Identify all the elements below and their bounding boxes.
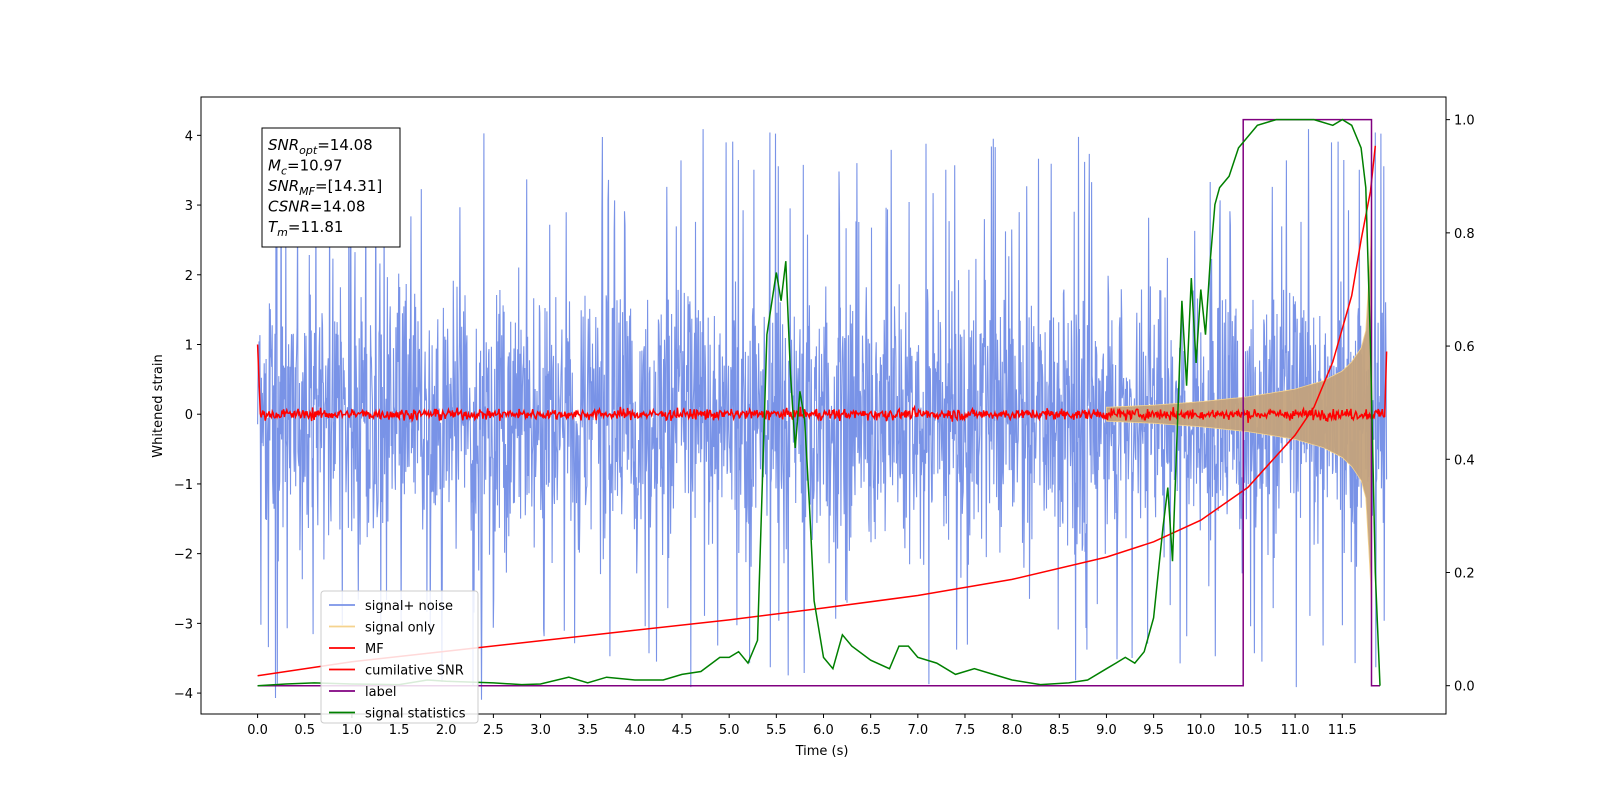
x-tick-label: 4.5 xyxy=(672,723,693,738)
legend: signal+ noise signal only MF cumilative SNR… xyxy=(320,590,479,724)
x-tick-label: 9.0 xyxy=(1096,723,1117,738)
series-signal-noise-line xyxy=(257,129,1388,700)
legend-label: signal statistics xyxy=(365,707,466,722)
x-tick-label: 0.5 xyxy=(294,723,315,738)
y-tick-label: −4 xyxy=(174,687,193,702)
y-right-tick-label: 0.2 xyxy=(1454,566,1475,581)
y-right-tick-label: 0.6 xyxy=(1454,340,1475,355)
y-tick-label: −2 xyxy=(174,548,193,563)
x-tick-label: 3.5 xyxy=(577,723,598,738)
x-tick-label: 5.5 xyxy=(766,723,787,738)
y-axis-left-ticks: −4 −3 −2 −1 0 1 2 3 4 xyxy=(174,129,201,702)
annotation-line: SNRMF=[14.31] xyxy=(268,177,382,198)
annotation-line: CSNR=14.08 xyxy=(268,198,365,216)
series-layer xyxy=(256,118,1388,700)
x-tick-label: 11.5 xyxy=(1328,723,1357,738)
x-tick-label: 0.0 xyxy=(247,723,268,738)
legend-frame xyxy=(320,590,479,724)
y-tick-label: 4 xyxy=(185,129,193,144)
y-tick-label: −3 xyxy=(174,617,193,632)
x-tick-label: 2.0 xyxy=(436,723,457,738)
y-axis-right-ticks: 0.0 0.2 0.4 0.6 0.8 1.0 xyxy=(1446,114,1475,695)
y-right-tick-label: 0.4 xyxy=(1454,453,1475,468)
legend-label: MF xyxy=(365,642,384,657)
x-tick-label: 7.5 xyxy=(955,723,976,738)
x-tick-label: 11.0 xyxy=(1281,723,1310,738)
legend-label: signal only xyxy=(365,621,435,636)
x-tick-label: 2.5 xyxy=(483,723,504,738)
stats-annotation-box: SNRopt=14.08Mc=10.97SNRMF=[14.31]CSNR=14… xyxy=(261,127,401,248)
x-tick-label: 8.5 xyxy=(1049,723,1070,738)
y-right-tick-label: 0.8 xyxy=(1454,227,1475,242)
legend-label: label xyxy=(365,685,396,700)
x-tick-label: 10.0 xyxy=(1186,723,1215,738)
y-tick-label: 0 xyxy=(185,408,193,423)
y-tick-label: −1 xyxy=(174,478,193,493)
x-axis-label: Time (s) xyxy=(795,744,849,759)
y-right-tick-label: 0.0 xyxy=(1454,680,1475,695)
series-signal-statistics-line xyxy=(257,118,1381,687)
annotation-line: SNRopt=14.08 xyxy=(268,136,373,157)
series-mf-line xyxy=(256,344,1388,423)
series-cumulative-snr-line xyxy=(257,145,1377,677)
annotation-frame xyxy=(261,127,401,248)
y-tick-label: 3 xyxy=(185,199,193,214)
y-axis-label: Whitened strain xyxy=(151,354,166,457)
x-axis-ticks: 0.0 0.5 1.0 1.5 2.0 2.5 3.0 3.5 4.0 4.5 5.0 5.5 6.0 6… xyxy=(247,714,1357,738)
x-tick-label: 8.0 xyxy=(1002,723,1023,738)
x-tick-label: 7.0 xyxy=(907,723,928,738)
legend-label: cumilative SNR xyxy=(365,664,464,679)
annotation-line: Mc=10.97 xyxy=(268,157,343,178)
x-tick-label: 5.0 xyxy=(719,723,740,738)
x-tick-label: 6.0 xyxy=(813,723,834,738)
x-tick-label: 4.0 xyxy=(625,723,646,738)
x-tick-label: 10.5 xyxy=(1233,723,1262,738)
x-tick-label: 1.0 xyxy=(342,723,363,738)
y-tick-label: 1 xyxy=(185,338,193,353)
y-right-tick-label: 1.0 xyxy=(1454,114,1475,129)
annotation-line: Tm=11.81 xyxy=(268,218,343,239)
x-tick-label: 6.5 xyxy=(860,723,881,738)
legend-label: signal+ noise xyxy=(365,599,453,614)
x-tick-label: 1.5 xyxy=(389,723,410,738)
y-tick-label: 2 xyxy=(185,269,193,284)
x-tick-label: 9.5 xyxy=(1143,723,1164,738)
x-tick-label: 3.0 xyxy=(530,723,551,738)
